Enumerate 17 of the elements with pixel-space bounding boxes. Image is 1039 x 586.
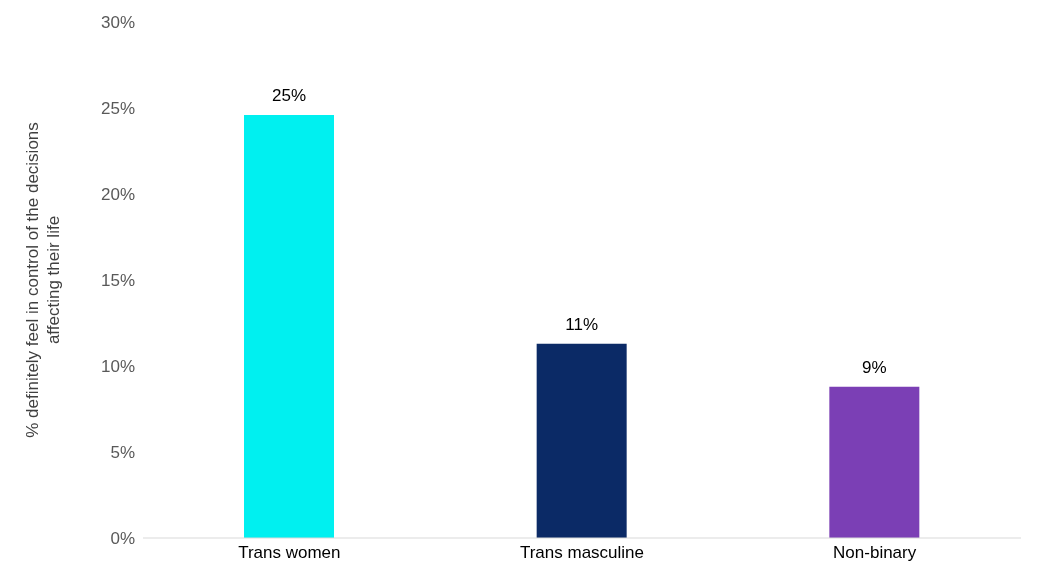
data-label: 11% [565,314,599,334]
data-label: 25% [271,85,307,105]
x-tick-label: Non-binary [833,543,917,563]
data-label: 9% [862,357,887,377]
bar [829,386,920,538]
y-tick-label: 15% [100,271,135,291]
y-axis-title: % definitely feel in control of the decisions affecting their life [23,122,63,438]
y-tick-label: 25% [100,99,135,119]
y-tick-label: 30% [100,13,135,33]
x-tick-label: Trans masculine [519,543,645,563]
y-tick-label: 20% [100,185,135,205]
y-tick-label: 0% [110,529,135,549]
y-tick-label: 10% [100,357,135,377]
bar [536,343,627,538]
bar [244,114,334,538]
x-tick-label: Trans women [238,543,341,563]
y-tick-label: 5% [110,443,135,463]
